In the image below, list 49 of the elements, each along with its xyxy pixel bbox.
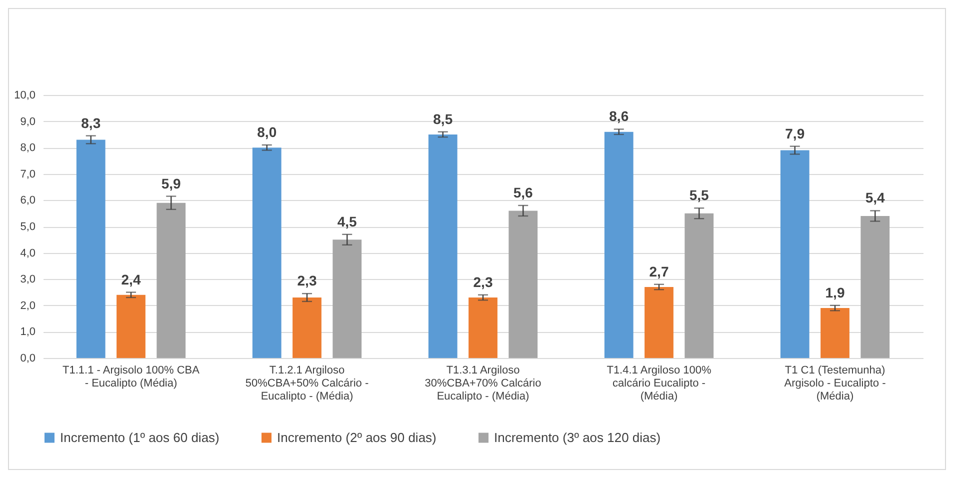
data-label: 5,4	[865, 190, 886, 206]
y-tick-label: 2,0	[20, 300, 36, 312]
data-label: 2,3	[297, 272, 317, 289]
legend-label: Incremento (1º aos 60 dias)	[60, 430, 220, 445]
data-label: 5,5	[689, 187, 710, 204]
x-tick-label: T1.1.1 - Argisolo 100% CBA - Eucalipto (Média)	[62, 364, 200, 390]
data-label: 8,3	[81, 114, 101, 131]
y-tick-label: 9,0	[20, 116, 36, 128]
bar	[116, 294, 146, 358]
y-tick-label: 0,0	[20, 352, 36, 364]
data-label: 8,6	[609, 108, 629, 124]
y-tick-label: 4,0	[20, 247, 36, 260]
y-tick-label: 6,0	[20, 194, 36, 207]
data-label: 4,5	[337, 213, 358, 230]
data-label: 5,6	[513, 184, 534, 200]
y-tick-label: 3,0	[20, 274, 36, 286]
bar	[76, 140, 106, 358]
data-label: 1,9	[825, 284, 845, 300]
y-tick-label: 1,0	[20, 326, 36, 338]
x-tick-label: T1 C1 (Testemunha) Argisolo - Eucalipto - (Média)	[784, 364, 886, 402]
bar	[604, 132, 634, 358]
bar	[428, 134, 458, 358]
x-tick-label: T1.4.1 Argiloso 100% calcário Eucalipto - (Média)	[606, 364, 712, 402]
x-tick-label: T.1.2.1 Argiloso 50%CBA+50% Calcário - Eucalipto - (Média)	[245, 364, 369, 402]
bar	[780, 150, 810, 358]
data-label: 8,5	[433, 110, 453, 127]
bar	[820, 308, 850, 358]
bar	[508, 210, 538, 358]
data-label: 7,9	[785, 125, 805, 142]
bar	[684, 213, 714, 358]
x-tick-label: T1.3.1 Argiloso 30%CBA+70% Calcário Eucalipto - (Média)	[424, 364, 542, 402]
data-label: 5,9	[161, 175, 182, 192]
data-label: 2,7	[649, 263, 669, 280]
bar	[292, 298, 322, 358]
legend-label: Incremento (2º aos 90 dias)	[277, 430, 436, 445]
bar	[156, 202, 186, 358]
data-label: 8,0	[257, 124, 277, 140]
bar	[644, 286, 674, 358]
data-label: 2,4	[121, 271, 141, 288]
legend-label: Incremento (3º aos 120 dias)	[494, 430, 661, 445]
bar	[468, 298, 498, 358]
y-tick-label: 8,0	[20, 142, 36, 154]
data-label: 2,3	[473, 274, 493, 290]
bar	[252, 148, 282, 358]
y-tick-label: 10,0	[14, 90, 36, 102]
bar	[332, 240, 362, 358]
bar	[860, 216, 890, 358]
y-tick-label: 5,0	[20, 221, 36, 233]
y-tick-label: 7,0	[20, 168, 36, 180]
